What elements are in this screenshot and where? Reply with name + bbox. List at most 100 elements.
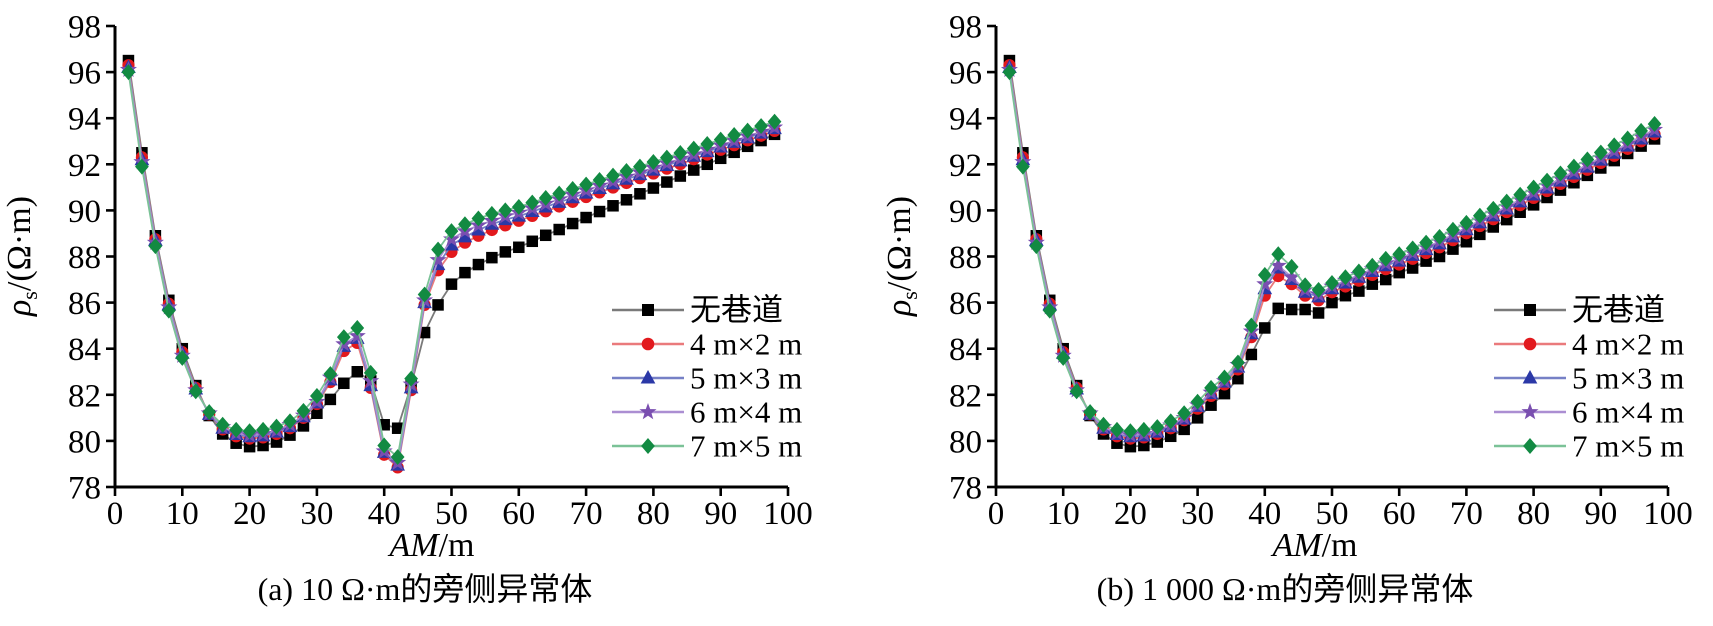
y-tick-label: 94 xyxy=(68,102,101,138)
diamond-marker xyxy=(552,185,567,202)
diamond-marker xyxy=(188,383,203,400)
y-tick-label: 98 xyxy=(68,10,101,46)
y-tick-label: 88 xyxy=(949,240,982,276)
square-marker xyxy=(324,393,337,406)
x-tick-label: 70 xyxy=(1450,496,1483,532)
square-marker xyxy=(472,258,485,271)
diamond-marker xyxy=(1567,158,1581,175)
y-tick-label: 98 xyxy=(949,10,982,46)
diamond-marker xyxy=(350,319,365,336)
square-marker xyxy=(1353,285,1365,297)
diamond-marker xyxy=(1647,115,1662,132)
diamond-marker xyxy=(606,167,620,184)
square-marker xyxy=(432,299,444,311)
diamond-marker xyxy=(471,210,486,227)
diamond-marker xyxy=(1217,369,1232,386)
diamond-marker xyxy=(1486,200,1501,217)
diamond-marker xyxy=(283,413,297,430)
series-line-1 xyxy=(127,65,775,470)
y-tick-label: 80 xyxy=(68,424,101,460)
x-tick-label: 10 xyxy=(166,496,199,532)
square-marker xyxy=(459,266,471,279)
x-tick-label: 40 xyxy=(1248,496,1281,532)
diamond-marker xyxy=(1620,130,1635,147)
square-marker xyxy=(1524,304,1536,316)
diamond-marker xyxy=(754,118,768,135)
y-tick-label: 90 xyxy=(949,194,982,230)
square-marker xyxy=(661,176,673,188)
diamond-marker xyxy=(229,421,243,438)
diamond-marker xyxy=(1338,269,1353,286)
chart-panel-b: 78 80 82 84 86 88 90 92 94 96 98 0 10 20 30 40 50 60 70 80 9… xyxy=(856,0,1713,626)
diamond-marker xyxy=(1257,266,1272,283)
legend-label: 无巷道 xyxy=(1572,293,1665,328)
square-marker xyxy=(620,194,633,206)
series-markers-3 xyxy=(119,60,784,471)
diamond-marker xyxy=(1002,64,1017,81)
series-markers-4 xyxy=(121,64,782,466)
x-tick-label: 20 xyxy=(1114,496,1147,532)
diamond-marker xyxy=(1593,144,1608,161)
diamond-marker xyxy=(1123,423,1138,440)
x-tick-label: 100 xyxy=(763,496,813,532)
series-markers-2 xyxy=(121,59,782,471)
diamond-marker xyxy=(1432,228,1447,245)
x-tick-label: 90 xyxy=(704,496,737,532)
square-marker xyxy=(513,241,525,254)
y-tick-label: 90 xyxy=(68,194,101,230)
diamond-marker xyxy=(498,202,513,219)
series-markers-4 xyxy=(1002,64,1662,440)
x-tick-label: 10 xyxy=(1047,496,1080,532)
series-markers-2 xyxy=(1002,59,1662,443)
y-axis-title: ρs/(Ω·m) xyxy=(881,196,922,317)
diamond-marker xyxy=(592,172,607,188)
diamond-marker xyxy=(727,127,742,143)
diamond-marker xyxy=(458,216,472,233)
square-marker xyxy=(674,170,687,182)
series-line-3 xyxy=(1008,69,1656,437)
diamond-marker xyxy=(1298,277,1312,294)
legend-label: 无巷道 xyxy=(690,293,783,328)
diamond-marker xyxy=(1607,137,1622,154)
square-marker xyxy=(486,251,498,264)
star-marker xyxy=(429,251,447,268)
series-line-3 xyxy=(127,69,775,465)
diamond-marker xyxy=(686,140,701,157)
diamond-marker xyxy=(700,136,715,152)
square-marker xyxy=(539,229,552,242)
star-marker xyxy=(639,403,657,420)
y-tick-label: 88 xyxy=(68,240,101,276)
series-markers-0 xyxy=(1003,54,1661,453)
x-tick-label: 50 xyxy=(1316,496,1349,532)
diamond-marker xyxy=(1392,246,1407,263)
diamond-marker xyxy=(1029,238,1044,255)
x-axis-title: AM/m xyxy=(1271,527,1358,564)
diamond-marker xyxy=(538,189,553,206)
chart-caption: (a) 10 Ω·m的旁侧异常体 xyxy=(258,571,593,607)
diamond-marker xyxy=(296,402,311,419)
x-tick-label: 20 xyxy=(233,496,266,532)
diamond-marker xyxy=(1069,383,1084,400)
x-tick-label: 60 xyxy=(1383,496,1416,532)
diamond-marker xyxy=(175,349,190,366)
diamond-marker xyxy=(1405,240,1420,257)
series-line-2 xyxy=(1008,67,1656,438)
x-axis-title: AM/m xyxy=(388,527,475,564)
y-tick-label: 94 xyxy=(949,102,982,138)
y-axis-title: ρs/(Ω·m) xyxy=(1,196,42,317)
circle-marker xyxy=(641,337,655,351)
square-marker xyxy=(1380,273,1392,286)
diamond-marker xyxy=(1190,393,1205,410)
series-markers-3 xyxy=(1000,60,1664,443)
diamond-marker xyxy=(269,418,284,435)
diamond-marker xyxy=(1163,413,1178,430)
square-marker xyxy=(580,211,592,224)
square-marker xyxy=(1299,303,1311,316)
diamond-marker xyxy=(1042,302,1057,319)
diamond-marker xyxy=(1325,275,1339,291)
square-marker xyxy=(338,377,350,390)
diamond-marker xyxy=(713,131,728,148)
legend-label: 4 m×2 m xyxy=(690,327,802,362)
